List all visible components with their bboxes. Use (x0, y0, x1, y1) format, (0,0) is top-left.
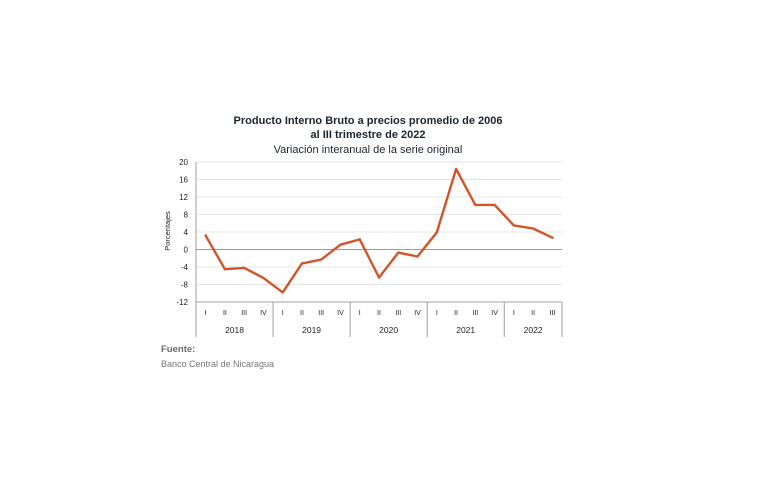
x-quarter-label: II (300, 310, 304, 317)
data-point (397, 251, 400, 254)
x-quarter-label: III (549, 310, 555, 317)
data-point (204, 234, 207, 237)
x-quarter-label: II (454, 310, 458, 317)
x-quarter-label: IV (260, 310, 267, 317)
data-point (262, 276, 265, 280)
x-quarter-label: I (282, 310, 284, 317)
x-quarter-label: III (241, 310, 247, 317)
data-point (454, 167, 458, 171)
data-point (339, 243, 342, 246)
source-heading: Fuente: (161, 344, 195, 355)
y-tick-label: 16 (179, 176, 188, 185)
x-quarter-label: II (223, 310, 227, 317)
x-quarter-label: IV (337, 310, 344, 317)
data-point (474, 203, 477, 207)
data-point (320, 258, 323, 261)
data-point (281, 291, 284, 294)
chart-title-line2: al III trimestre de 2022 (311, 129, 426, 141)
x-quarter-label: II (531, 310, 535, 317)
x-quarter-label: IV (491, 310, 498, 317)
y-tick-label: -8 (181, 281, 189, 290)
y-tick-label: -12 (176, 298, 188, 307)
x-quarter-label: III (395, 310, 401, 317)
y-tick-label: 12 (179, 193, 188, 202)
y-axis: 20 16 12 8 4 0 -4 -8 -12 (176, 158, 197, 307)
x-quarter-label: I (513, 310, 515, 317)
y-tick-label: 0 (184, 246, 189, 255)
data-point (358, 238, 361, 241)
x-year-label: 2019 (302, 325, 321, 335)
data-point (242, 266, 246, 270)
y-tick-label: 4 (184, 228, 189, 237)
x-year-label: 2021 (456, 325, 475, 335)
x-year-label: 2022 (524, 325, 543, 335)
data-point (435, 231, 438, 234)
chart-title-line1: Producto Interno Bruto a precios promedi… (234, 115, 503, 127)
x-quarter-label: III (318, 310, 324, 317)
grid (196, 161, 562, 303)
x-quarter-label: II (377, 310, 381, 317)
data-point (493, 203, 496, 207)
y-tick-label: 8 (184, 211, 189, 220)
series-layer (204, 167, 554, 294)
data-point (416, 255, 419, 258)
x-quarter-label: I (436, 310, 438, 317)
x-quarter-label: IV (414, 310, 421, 317)
data-point (551, 236, 554, 239)
x-year-label: 2020 (379, 325, 398, 335)
y-axis-label: Porcentajes (163, 211, 172, 251)
data-point (300, 262, 304, 265)
data-point (512, 224, 516, 227)
x-quarter-label: I (205, 310, 207, 317)
series-line (204, 167, 554, 294)
chart-subtitle: Variación interanual de la serie origina… (274, 144, 463, 156)
data-point (377, 276, 381, 279)
data-point (531, 227, 535, 230)
x-year-label: 2018 (225, 325, 244, 335)
x-axis: I II III IV I II III IV I II III IV I II III IV I II III20… (195, 301, 563, 337)
x-quarter-label: III (472, 310, 478, 317)
x-quarter-label: I (359, 310, 361, 317)
y-tick-label: -4 (181, 263, 189, 272)
y-tick-label: 20 (179, 158, 188, 167)
data-point (223, 267, 227, 271)
source-text: Banco Central de Nicaragua (161, 359, 274, 369)
